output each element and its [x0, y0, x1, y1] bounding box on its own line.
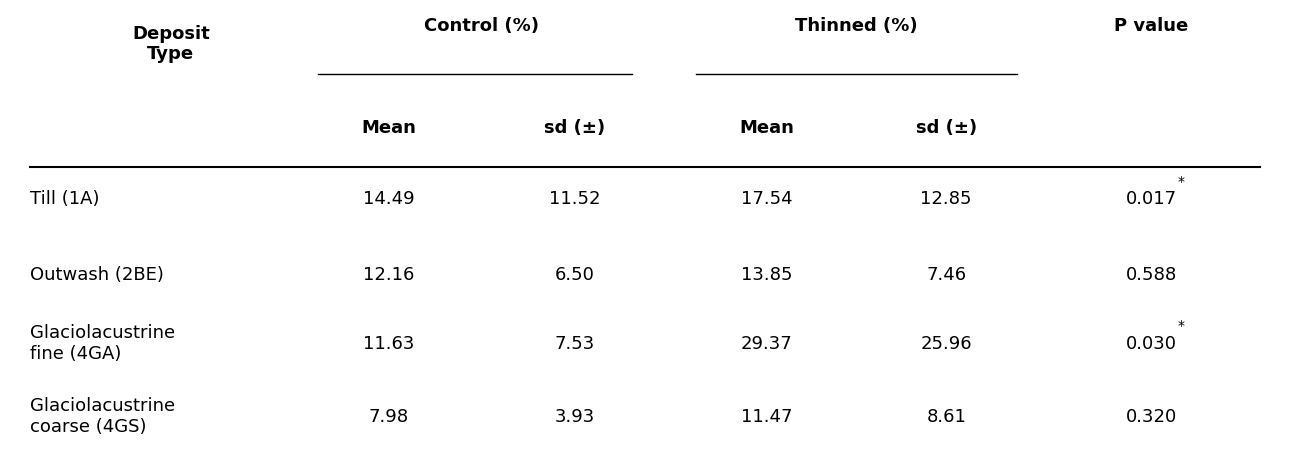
Text: Glaciolacustrine
fine (4GA): Glaciolacustrine fine (4GA) [30, 323, 175, 362]
Text: 11.52: 11.52 [548, 190, 600, 208]
Text: Control (%): Control (%) [424, 17, 539, 35]
Text: 7.53: 7.53 [555, 334, 595, 352]
Text: sd (±): sd (±) [916, 119, 977, 137]
Text: 8.61: 8.61 [926, 407, 966, 425]
Text: 12.85: 12.85 [921, 190, 971, 208]
Text: Deposit
Type: Deposit Type [132, 25, 210, 63]
Text: 7.98: 7.98 [369, 407, 409, 425]
Text: Glaciolacustrine
coarse (4GS): Glaciolacustrine coarse (4GS) [30, 396, 175, 435]
Text: 0.588: 0.588 [1126, 265, 1176, 283]
Text: 25.96: 25.96 [920, 334, 971, 352]
Text: 13.85: 13.85 [740, 265, 792, 283]
Text: *: * [1178, 174, 1184, 188]
Text: 6.50: 6.50 [555, 265, 595, 283]
Text: 0.017: 0.017 [1126, 190, 1176, 208]
Text: 17.54: 17.54 [740, 190, 792, 208]
Text: Till (1A): Till (1A) [30, 190, 99, 208]
Text: Mean: Mean [361, 119, 417, 137]
Text: 0.030: 0.030 [1126, 334, 1176, 352]
Text: 12.16: 12.16 [362, 265, 414, 283]
Text: 29.37: 29.37 [740, 334, 792, 352]
Text: P value: P value [1115, 17, 1188, 35]
Text: sd (±): sd (±) [544, 119, 605, 137]
Text: *: * [1178, 318, 1184, 332]
Text: Thinned (%): Thinned (%) [795, 17, 917, 35]
Text: 3.93: 3.93 [555, 407, 595, 425]
Text: 7.46: 7.46 [926, 265, 966, 283]
Text: 11.47: 11.47 [740, 407, 792, 425]
Text: 14.49: 14.49 [362, 190, 414, 208]
Text: Outwash (2BE): Outwash (2BE) [30, 265, 164, 283]
Text: 0.320: 0.320 [1126, 407, 1176, 425]
Text: 11.63: 11.63 [362, 334, 414, 352]
Text: Mean: Mean [739, 119, 795, 137]
